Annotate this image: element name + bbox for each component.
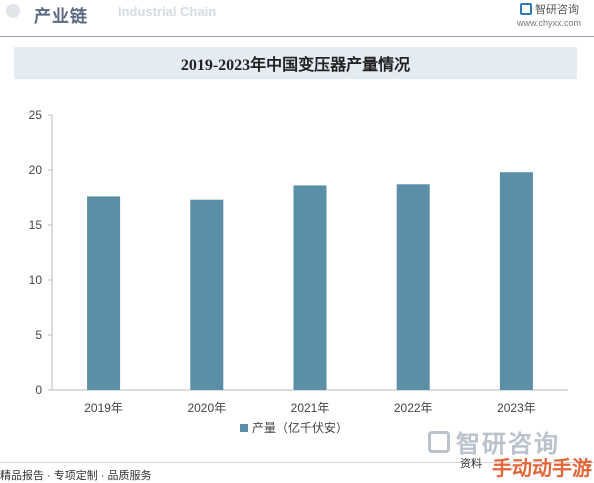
footer-divider (0, 462, 594, 463)
y-tick-label: 0 (35, 383, 42, 397)
brand-logo-icon (520, 3, 532, 15)
bar (293, 185, 327, 390)
chart-title-band: 2019-2023年中国变压器产量情况 (14, 47, 577, 79)
bar (396, 184, 430, 390)
x-tick-label: 2023年 (497, 401, 536, 415)
x-tick-label: 2021年 (291, 401, 330, 415)
header-watermark: Industrial Chain (118, 4, 217, 19)
bar (499, 172, 533, 390)
y-tick-label: 5 (35, 328, 42, 342)
legend-swatch (240, 424, 248, 432)
bar (87, 196, 121, 390)
brand-url[interactable]: www.chyxx.com (517, 18, 582, 28)
y-tick-label: 10 (29, 273, 43, 287)
bar (190, 199, 224, 390)
footer-source: 资料 (460, 458, 482, 470)
footer-slogan: 精品报告 · 专项定制 · 品质服务 (0, 470, 152, 482)
bottom-watermark-logo: 智研咨询 (428, 424, 560, 459)
header-divider (0, 36, 594, 37)
brand[interactable]: 智研咨询 (520, 1, 579, 17)
legend-label: 产量（亿千伏安） (252, 420, 348, 435)
overlay-watermark-text: 手动动手游 (492, 458, 592, 480)
y-tick-label: 20 (29, 163, 43, 177)
x-tick-label: 2020年 (187, 401, 226, 415)
x-tick-label: 2022年 (394, 401, 433, 415)
x-tick-label: 2019年 (84, 401, 123, 415)
chart-title: 2019-2023年中国变压器产量情况 (180, 57, 411, 74)
y-tick-label: 25 (29, 108, 43, 122)
header-logo-icon (6, 4, 20, 18)
watermark-logo-icon (428, 430, 450, 453)
page-header: 产业链 Industrial Chain 智研咨询 www.chyxx.com (0, 0, 594, 34)
header-title: 产业链 (34, 7, 88, 26)
watermark-logo-text: 智研咨询 (456, 431, 560, 458)
y-tick-label: 15 (29, 218, 43, 232)
brand-name: 智研咨询 (535, 4, 579, 16)
